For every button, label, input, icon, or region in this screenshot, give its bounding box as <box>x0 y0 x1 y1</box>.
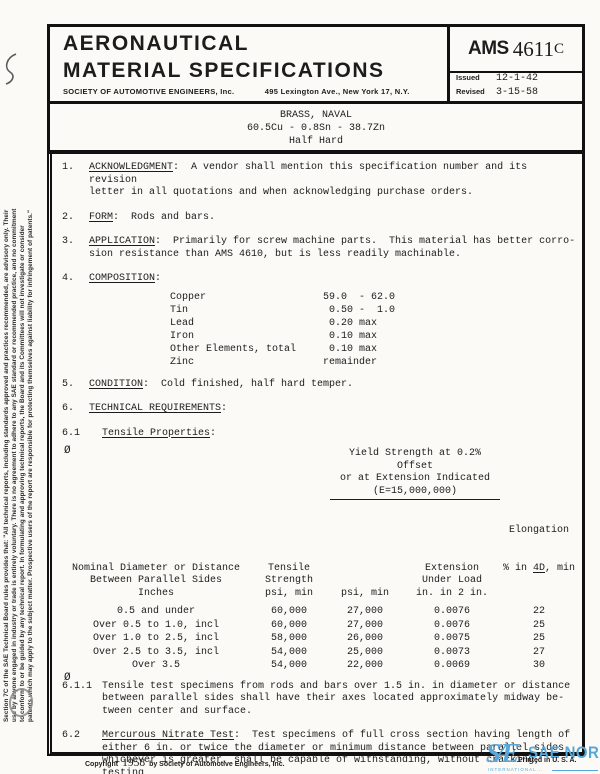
section-condition: 5. CONDITION: Cold finished, half hard t… <box>62 379 578 392</box>
spec-revision: C <box>553 40 564 57</box>
sae-logo-icon: SÆ <box>486 738 519 768</box>
section-text: : <box>155 273 162 284</box>
section-tensile-properties: 6.1 Tensile Properties: <box>62 428 578 441</box>
issued-label: Issued <box>456 73 480 82</box>
copyright-year: 1958 <box>122 757 146 769</box>
section-number: 6. <box>62 403 75 414</box>
composition-row: Zinc remainder <box>170 356 378 368</box>
section-label: Tensile Properties <box>102 427 211 439</box>
section-label: ACKNOWLEDGMENT <box>89 162 174 173</box>
printed-in-usa: Printed in U. S. A. <box>518 757 577 764</box>
change-mark-1: Ø <box>64 445 71 457</box>
section-label: COMPOSITION <box>89 273 156 284</box>
col-header-diameter: Nominal Diameter or Distance Between Par… <box>71 562 241 599</box>
composition-row: Iron 0.10 max <box>170 330 378 342</box>
issued-row: Issued 12-1-42 <box>456 73 582 87</box>
revised-label: Revised <box>456 87 485 96</box>
spec-prefix: AMS <box>468 38 509 59</box>
material-composition: 60.5Cu - 0.8Sn - 38.7Zn <box>246 123 386 134</box>
section-text: : Test specimens of full cross section h… <box>102 730 571 774</box>
sae-norm-watermark: SÆ SAE NORM INTERNATIONAL... <box>486 738 600 774</box>
composition-row: Lead 0.20 max <box>170 317 378 329</box>
section-acknowledgment: 1. ACKNOWLEDGMENT: A vendor shall mentio… <box>62 162 578 200</box>
section-number: 2. <box>62 211 75 223</box>
spec-number-cell: AMS 4611 C <box>450 27 582 73</box>
section-mercurous-nitrate: 6.2 Mercurous Nitrate Test: Test specime… <box>62 730 578 774</box>
watermark-rule <box>552 770 598 771</box>
section-text: : <box>221 403 228 414</box>
masthead-line1: AERONAUTICAL <box>63 32 249 55</box>
section-label: Mercurous Nitrate Test <box>102 730 235 741</box>
section-number: 1. <box>62 162 75 173</box>
copyright-line: Copyright 1958 by Society of Automotive En… <box>85 757 285 769</box>
section-tensile-specimens: 6.1.1 Tensile test specimens from rods a… <box>62 681 578 719</box>
society-address: 495 Lexington Ave., New York 17, N.Y. <box>264 87 410 96</box>
revised-date: 3-15-58 <box>496 87 539 98</box>
composition-row: Other Elements, total 0.10 max <box>170 343 378 355</box>
revised-row: Revised 3-15-58 <box>456 87 582 101</box>
section-number: 3. <box>62 236 75 247</box>
section-text: : Cold finished, half hard temper. <box>143 378 354 390</box>
section-number: 6.1.1 <box>62 680 93 692</box>
watermark-text: SAE NORM <box>528 743 600 762</box>
section-label: CONDITION <box>89 378 144 390</box>
tensile-properties-table: Yield Strength at 0.2% Offset or at Exte… <box>62 448 576 673</box>
table-row: Over 0.5 to 1.0, incl 60,000 27,000 0.0076 2… <box>92 619 545 631</box>
yield-header-row: Yield Strength at 0.2% Offset or at Exte… <box>62 448 576 500</box>
section-number: 6.1 <box>62 427 81 439</box>
spec-dates-cell: Issued 12-1-42 Revised 3-15-58 <box>450 73 582 101</box>
material-name: BRASS, NAVAL <box>279 110 352 121</box>
section-form: 2. FORM: Rods and bars. <box>62 212 578 225</box>
table-row: Over 3.5 54,000 22,000 0.0069 30 <box>131 660 545 671</box>
header-box: AERONAUTICAL MATERIAL SPECIFICATIONS SOC… <box>47 24 585 104</box>
change-mark-2: Ø <box>64 672 71 684</box>
copyright-word: Copyright <box>85 761 119 768</box>
col-header-yield-psi: psi, min <box>340 587 389 599</box>
section-technical-requirements: 6. TECHNICAL REQUIREMENTS: <box>62 403 578 416</box>
margin-disclaimer: Section 7C of the SAE Technical Board ru… <box>3 50 37 722</box>
section-label: TECHNICAL REQUIREMENTS <box>89 403 222 414</box>
section-text: : Primarily for screw machine parts. Thi… <box>89 236 576 260</box>
column-header-row: Nominal Diameter or Distance Between Par… <box>62 500 576 605</box>
section-number: 6.2 <box>62 730 81 741</box>
margin-disclaimer-text: Section 7C of the SAE Technical Board ru… <box>3 208 34 722</box>
spec-body-box: Ø Ø 1. ACKNOWLEDGMENT: A vendor shall me… <box>47 154 585 774</box>
section-application: 3. APPLICATION: Primarily for screw mach… <box>62 236 578 261</box>
col-header-elongation: Elongation % in 4D, min <box>502 525 576 574</box>
composition-row: Tin 0.50 - 1.0 <box>170 304 396 316</box>
col-header-tensile-strength: Tensile Strength psi, min <box>264 562 313 599</box>
table-row: Over 1.0 to 2.5, incl 58,000 26,000 0.0075 2… <box>92 633 545 644</box>
composition-row: Copper 59.0 - 62.0 <box>170 291 396 303</box>
issued-date: 12-1-42 <box>496 73 539 84</box>
spec-number: 4611 <box>512 36 554 61</box>
section-label: APPLICATION <box>89 236 156 247</box>
material-title-box: BRASS, NAVAL 60.5Cu - 0.8Sn - 38.7Zn Hal… <box>47 104 585 154</box>
spec-number-box: AMS 4611 C Issued 12-1-42 Revised 3-15-5… <box>447 27 582 101</box>
pencil-mark <box>5 53 17 85</box>
masthead-line2: MATERIAL SPECIFICATIONS <box>63 59 385 82</box>
section-number: 5. <box>62 378 75 390</box>
yield-strength-group-header: Yield Strength at 0.2% Offset or at Exte… <box>330 448 500 500</box>
section-number: 4. <box>62 273 75 284</box>
society-name: SOCIETY OF AUTOMOTIVE ENGINEERS, Inc. <box>63 87 235 96</box>
col-header-extension: Extension Under Load in. in 2 in. <box>415 562 488 599</box>
material-temper: Half Hard <box>288 136 343 147</box>
section-text: Tensile test specimens from rods and bar… <box>102 680 571 717</box>
table-row: 0.5 and under 60,000 27,000 0.0076 22 <box>116 606 545 617</box>
section-text: : Rods and bars. <box>113 211 216 223</box>
section-label: FORM <box>89 211 114 223</box>
copyright-owner: by Society of Automotive Engineers, Inc. <box>149 761 285 768</box>
section-text: : <box>210 427 217 439</box>
publisher-line: SOCIETY OF AUTOMOTIVE ENGINEERS, Inc. 49… <box>63 87 410 96</box>
section-text: : A vendor shall mention this specificat… <box>89 162 528 198</box>
table-row: Over 2.5 to 3.5, incl 54,000 25,000 0.0073 2… <box>92 646 545 658</box>
section-composition: 4. COMPOSITION: <box>62 273 578 286</box>
composition-table: Copper 59.0 - 62.0 Tin 0.50 - 1.0 Lead 0.… <box>170 291 578 369</box>
watermark-subtext: INTERNATIONAL... <box>488 767 544 772</box>
